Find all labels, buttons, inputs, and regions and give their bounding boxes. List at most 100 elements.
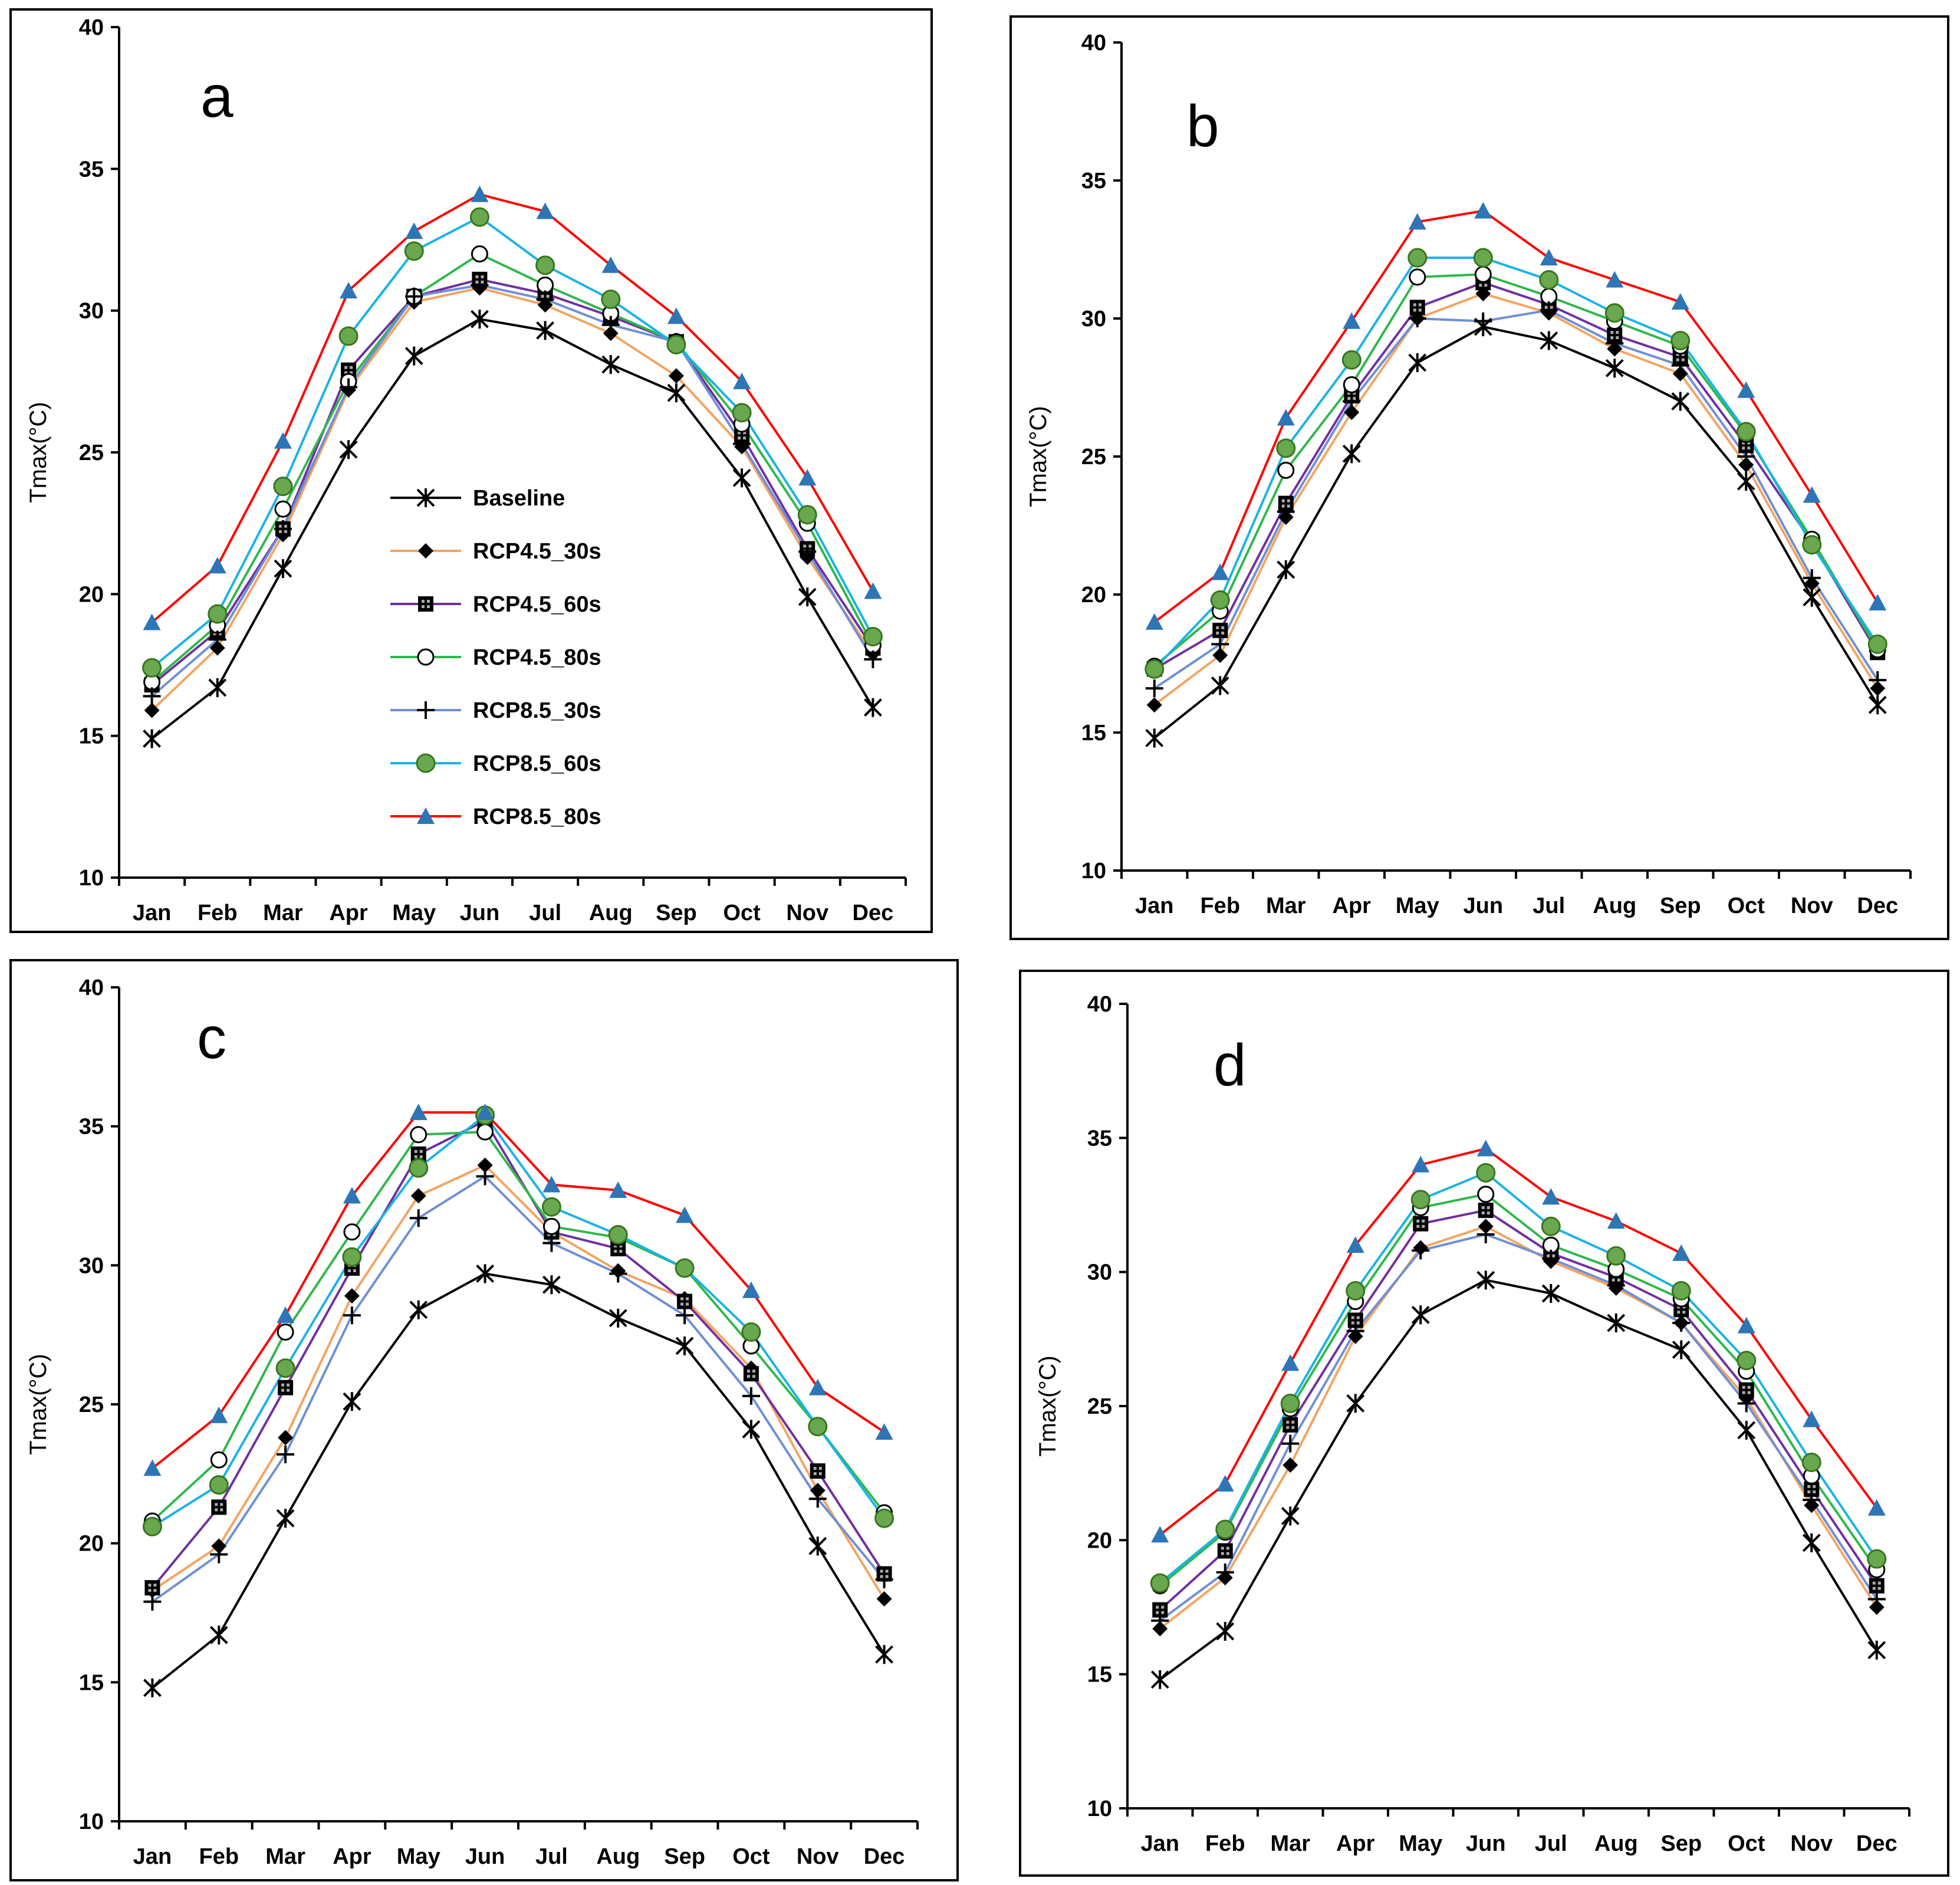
x-tick-label: Feb xyxy=(1205,1831,1245,1856)
data-point xyxy=(536,321,554,340)
data-point xyxy=(1281,1354,1300,1371)
data-point xyxy=(276,1509,295,1528)
x-tick-label: Nov xyxy=(797,1844,839,1869)
x-tick-label: Feb xyxy=(1200,894,1240,918)
data-point xyxy=(342,1247,362,1267)
data-point xyxy=(274,432,292,449)
data-point xyxy=(1541,1216,1561,1236)
x-tick-label: Jan xyxy=(1141,1831,1179,1856)
data-point xyxy=(1606,271,1624,288)
data-point xyxy=(1212,647,1228,663)
data-point xyxy=(1346,1280,1366,1301)
series-line xyxy=(151,284,874,697)
panel-d: 10 15 20 25 30 35 40 Jan Feb Mar Apr May Jun Jul Aug Se… xyxy=(1019,970,1949,1877)
data-point xyxy=(808,1490,827,1508)
data-point xyxy=(343,1223,361,1241)
data-point xyxy=(405,222,423,239)
data-point xyxy=(742,1420,761,1439)
data-point xyxy=(210,1451,228,1469)
data-point xyxy=(675,1336,694,1356)
y-tick-label: 15 xyxy=(79,1670,104,1695)
data-point xyxy=(675,1258,695,1278)
data-point xyxy=(864,582,882,599)
data-point xyxy=(143,1678,162,1697)
x-tick-label: Jan xyxy=(133,901,171,925)
panel-letter: b xyxy=(1186,93,1219,159)
data-point xyxy=(875,1423,893,1440)
x-tick-label: Feb xyxy=(198,901,238,925)
series-line xyxy=(1153,325,1879,739)
data-point xyxy=(875,1645,893,1664)
series-line xyxy=(152,1113,886,1528)
series-line xyxy=(151,215,874,669)
data-point xyxy=(798,469,817,486)
series-line xyxy=(1153,281,1879,671)
data-point xyxy=(1474,265,1492,283)
y-tick-label: 10 xyxy=(79,1810,104,1834)
series-line xyxy=(1159,1147,1878,1536)
legend-marker xyxy=(418,596,433,612)
y-tick-label: 40 xyxy=(1081,31,1106,55)
data-point xyxy=(477,1157,493,1173)
data-point xyxy=(1150,1573,1170,1593)
data-point xyxy=(1737,1420,1756,1440)
data-point xyxy=(1146,697,1162,713)
data-point xyxy=(1151,1611,1169,1630)
data-point xyxy=(1343,312,1361,329)
data-point xyxy=(1540,249,1558,266)
data-point xyxy=(1867,1549,1887,1569)
data-point xyxy=(209,1475,229,1495)
data-point xyxy=(142,1516,162,1536)
data-point xyxy=(1211,563,1229,580)
data-point xyxy=(1346,1236,1364,1253)
data-point xyxy=(343,1392,361,1411)
data-point xyxy=(339,440,358,459)
data-point xyxy=(1803,569,1821,587)
data-point xyxy=(405,287,423,306)
y-tick-label: 10 xyxy=(1081,859,1106,884)
x-tick-label: Jun xyxy=(1466,1831,1506,1856)
data-point xyxy=(1802,1533,1821,1552)
legend-marker xyxy=(418,543,433,559)
x-tick-label: May xyxy=(397,1844,440,1869)
data-point xyxy=(676,1206,694,1223)
data-point xyxy=(1346,1394,1365,1413)
data-point xyxy=(1211,676,1229,695)
data-point xyxy=(273,477,293,497)
data-point xyxy=(143,1459,162,1476)
data-point xyxy=(1867,634,1887,654)
data-point xyxy=(208,678,227,697)
legend-label: RCP4.5_60s xyxy=(473,592,601,617)
legend-label: RCP4.5_30s xyxy=(473,539,601,564)
legend: Baseline RCP4.5_30s RCP4.5_60s RCP4.5_80s RC… xyxy=(390,486,601,829)
x-tick-label: Aug xyxy=(589,901,633,925)
panel-frame xyxy=(1009,15,1949,940)
x-tick-label: Jun xyxy=(465,1844,505,1869)
x-tick-label: Oct xyxy=(1728,894,1765,918)
data-point xyxy=(1341,350,1362,370)
data-point xyxy=(208,604,228,624)
data-point xyxy=(1737,1351,1757,1371)
data-point xyxy=(1150,1670,1169,1689)
data-point xyxy=(471,245,488,263)
y-tick-label: 40 xyxy=(79,976,104,1000)
data-point xyxy=(601,316,620,334)
data-point xyxy=(340,282,358,299)
data-point xyxy=(1540,331,1558,350)
legend-marker xyxy=(416,488,435,507)
data-point xyxy=(742,1387,760,1405)
data-point xyxy=(542,1234,561,1252)
x-tick-label: Apr xyxy=(329,901,368,925)
legend-label: RCP8.5_30s xyxy=(473,698,601,723)
legend-marker xyxy=(417,807,435,824)
data-point xyxy=(1474,202,1492,219)
data-point xyxy=(1605,359,1624,378)
data-point xyxy=(741,1322,761,1342)
series-line xyxy=(151,193,874,623)
data-point xyxy=(1145,659,1165,679)
data-point xyxy=(1276,438,1296,458)
data-point xyxy=(144,702,160,718)
series-line xyxy=(151,1119,886,1589)
data-point xyxy=(542,1275,561,1295)
x-tick-label: Jun xyxy=(460,901,500,925)
